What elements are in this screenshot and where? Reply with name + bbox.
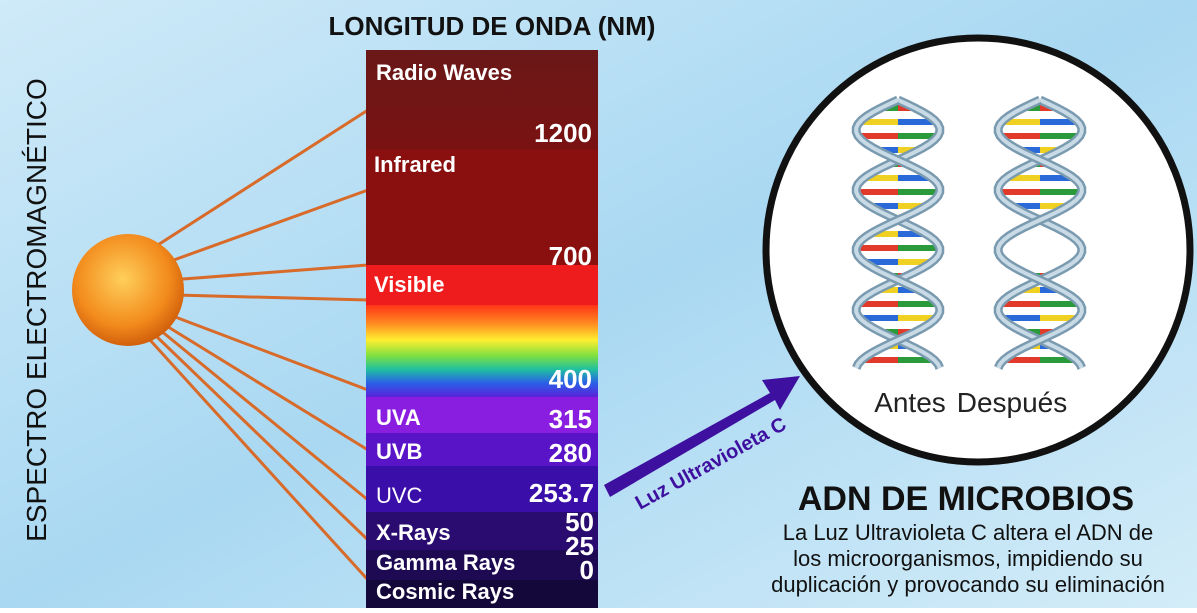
before-label: Antes: [874, 387, 946, 418]
wavelength: 700: [549, 241, 592, 271]
wavelength: 1200: [534, 118, 592, 148]
band-label: UVC: [376, 483, 423, 508]
page: ESPECTRO ELECTROMAGNÉTICO LONGITUD DE ON…: [0, 0, 1197, 608]
band-label: Visible: [374, 272, 445, 297]
band-label: Cosmic Rays: [376, 579, 514, 604]
wavelength: 253.7: [529, 478, 594, 508]
description-line: duplicación y provocando su eliminación: [771, 572, 1165, 597]
after-label: Después: [957, 387, 1068, 418]
band-label: X-Rays: [376, 520, 451, 545]
wavelength: 400: [549, 364, 592, 394]
wavelength: 315: [549, 404, 592, 434]
description-line: La Luz Ultravioleta C altera el ADN de: [783, 520, 1154, 545]
band-label: UVB: [376, 439, 422, 464]
infographic: ESPECTRO ELECTROMAGNÉTICO LONGITUD DE ON…: [0, 0, 1197, 608]
heading: ADN DE MICROBIOS: [798, 480, 1134, 518]
side-label: ESPECTRO ELECTROMAGNÉTICO: [21, 78, 52, 542]
band-label: Infrared: [374, 152, 456, 177]
band-label: Gamma Rays: [376, 550, 515, 575]
wavelength: 280: [549, 438, 592, 468]
wavelength: 0: [580, 555, 594, 585]
sun: [72, 234, 184, 346]
band-label: Radio Waves: [376, 60, 512, 85]
title: LONGITUD DE ONDA (NM): [329, 11, 656, 41]
band-label: UVA: [376, 405, 421, 430]
description-line: los microorganismos, impidiendo su: [793, 546, 1143, 571]
